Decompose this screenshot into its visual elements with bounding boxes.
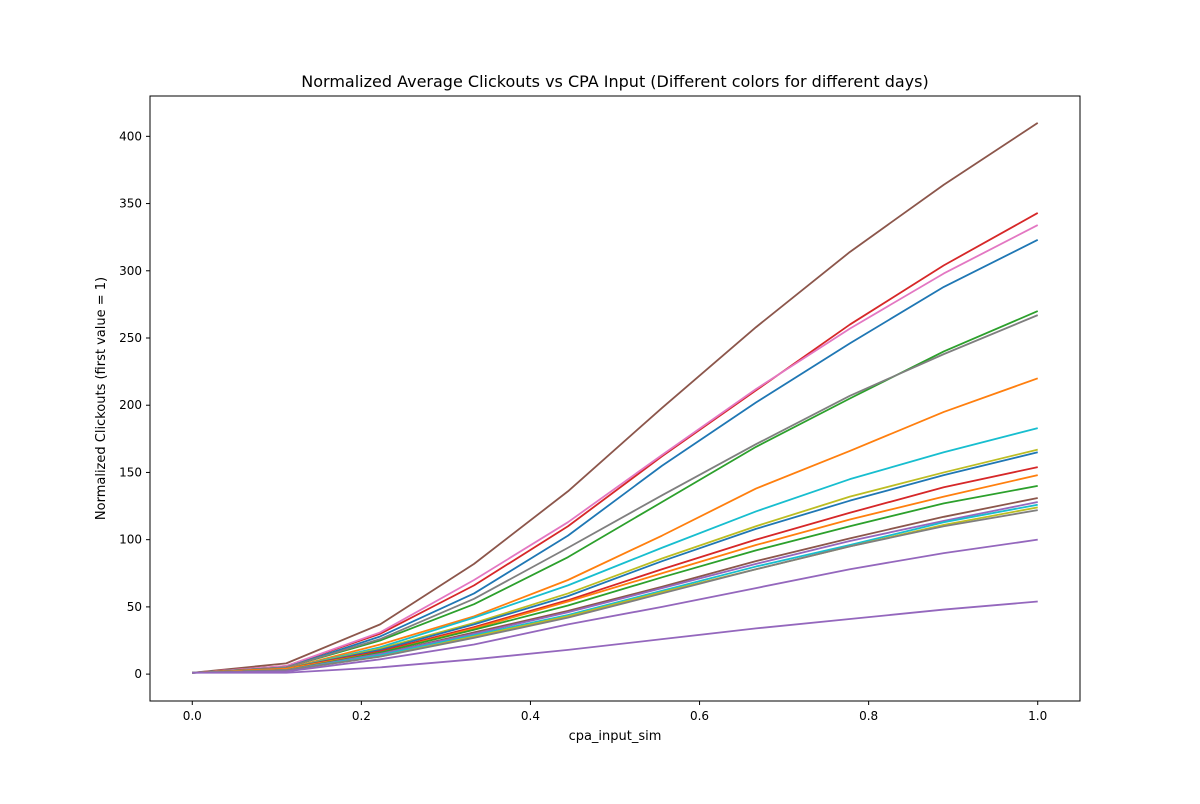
series-line-1 (192, 122, 1039, 674)
x-tick-label: 1.0 (1028, 709, 1047, 723)
series-line-20 (192, 600, 1038, 674)
x-tick-label: 0.6 (690, 709, 709, 723)
y-tick-label: 200 (119, 398, 142, 412)
y-axis-label: Normalized Clickouts (first value = 1) (94, 277, 109, 520)
series-line-7 (192, 377, 1039, 674)
y-tick-label: 0 (134, 667, 142, 681)
y-tick-label: 400 (119, 129, 142, 143)
x-axis-label: cpa_input_sim (569, 729, 662, 744)
y-tick-label: 50 (127, 600, 142, 614)
series-line-18 (192, 509, 1038, 674)
x-tick-label: 0.0 (183, 709, 202, 723)
x-tick-label: 0.4 (521, 709, 540, 723)
y-axis: 0 50 100 150 200 250 300 350 400 (119, 129, 150, 681)
series-layer (192, 122, 1039, 674)
series-line-6 (192, 314, 1039, 674)
plot-frame (149, 95, 1081, 702)
y-tick-label: 350 (119, 197, 142, 211)
y-tick-label: 250 (119, 331, 142, 345)
series-line-19 (192, 538, 1038, 674)
y-tick-label: 300 (119, 264, 142, 278)
y-tick-label: 100 (119, 533, 142, 547)
series-line-4 (192, 239, 1039, 674)
x-axis: 0.0 0.2 0.4 0.6 0.8 1.0 (183, 701, 1047, 723)
chart-title: Normalized Average Clickouts vs CPA Inpu… (301, 72, 928, 91)
series-line-3 (192, 224, 1039, 674)
y-tick-label: 150 (119, 465, 142, 479)
x-tick-label: 0.2 (352, 709, 371, 723)
x-tick-label: 0.8 (859, 709, 878, 723)
